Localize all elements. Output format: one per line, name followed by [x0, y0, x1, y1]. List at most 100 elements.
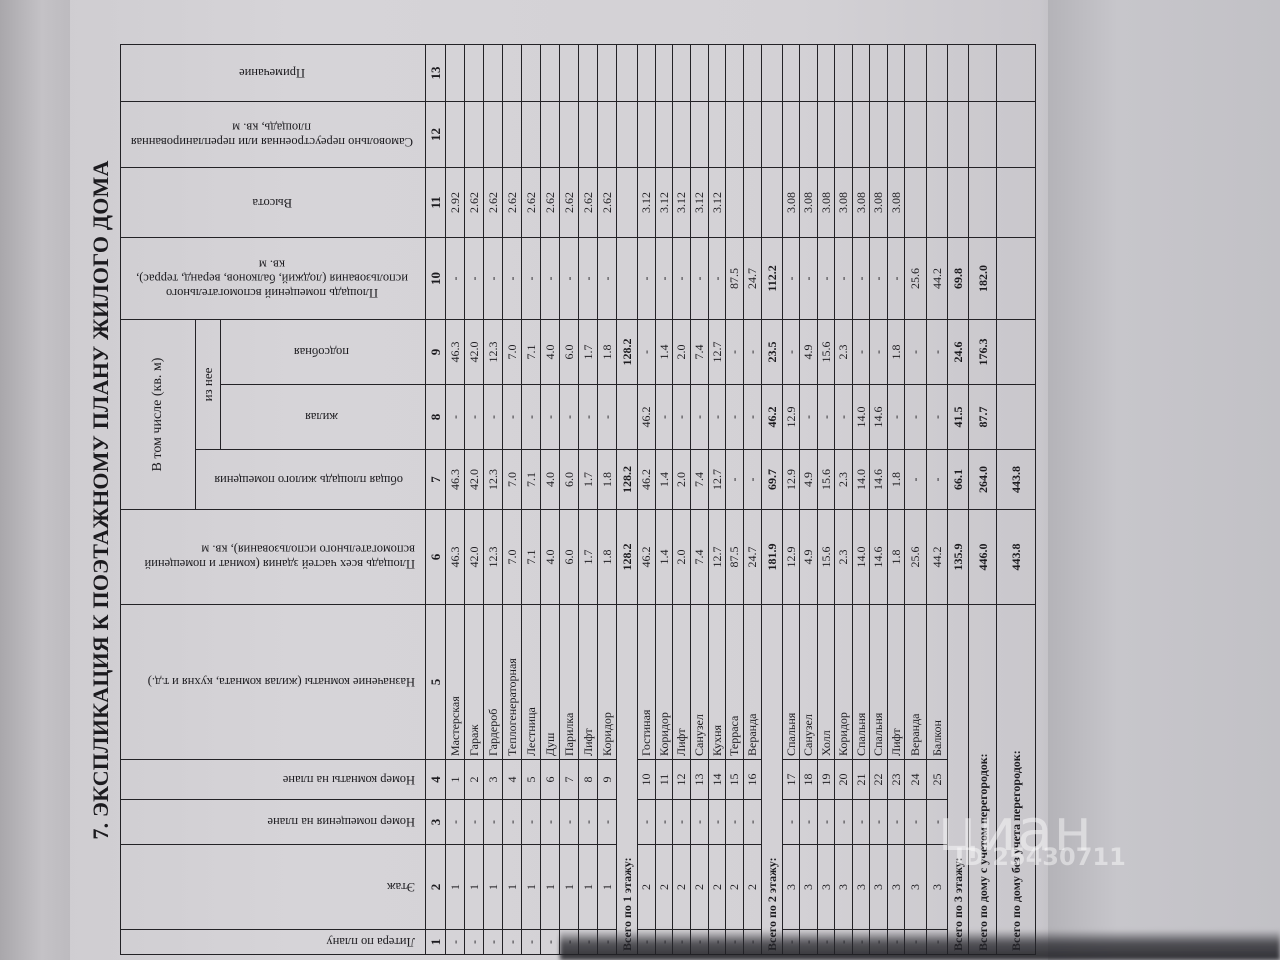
cell-col-4: 5: [521, 759, 541, 800]
cell-col-12: [655, 101, 673, 168]
cell-col-2: 2: [637, 844, 656, 930]
cell-col-8: -: [655, 384, 673, 450]
cell-col-2: 1: [521, 844, 541, 930]
cell-col-3: -: [655, 799, 673, 845]
cell-col-10: -: [445, 237, 465, 320]
cell-col-8: -: [817, 384, 835, 450]
cell-col-10: -: [708, 237, 726, 320]
cell-col-1: -: [483, 929, 503, 955]
cell-col-13: [725, 44, 744, 102]
cell-col-13: [559, 44, 579, 102]
cell-col-6: 25.6: [904, 509, 927, 605]
cell-col-13: [483, 44, 503, 102]
cell-col-5: Санузел: [799, 604, 818, 760]
column-number: 10: [425, 237, 446, 320]
cell-col-10: -: [483, 237, 503, 320]
cell-col-8: -: [597, 384, 617, 450]
cell-col-3: -: [725, 799, 744, 845]
cell-col-4: 9: [597, 759, 617, 800]
cell-col-8: -: [904, 384, 927, 450]
cell-col-10: 44.2: [926, 237, 948, 320]
cell-col-5: Мастерская: [445, 604, 465, 760]
cell-col-11: [743, 167, 762, 238]
cell-col-11: 3.08: [799, 167, 818, 238]
cell-col-9: 4.0: [540, 319, 560, 385]
column-number: 9: [425, 319, 446, 385]
cell-col-13: [637, 44, 656, 102]
cell-col-8: -: [834, 384, 853, 450]
total-cell-col-6: 181.9: [761, 509, 783, 605]
header-floor: Этаж: [120, 844, 426, 930]
header-auxiliary-area: Площадь помещений вспомогательного испол…: [120, 237, 426, 320]
cell-col-2: 1: [597, 844, 617, 930]
cell-col-8: -: [708, 384, 726, 450]
cell-col-3: -: [483, 799, 503, 845]
cell-col-10: -: [597, 237, 617, 320]
cell-col-3: -: [597, 799, 617, 845]
cell-col-10: -: [559, 237, 579, 320]
cell-col-10: -: [782, 237, 800, 320]
cell-col-8: -: [464, 384, 484, 450]
cell-col-12: [782, 101, 800, 168]
cell-col-9: 7.0: [502, 319, 522, 385]
cell-col-7: 1.7: [578, 449, 598, 510]
cell-col-5: Гостиная: [637, 604, 656, 760]
cell-col-6: 15.6: [817, 509, 835, 605]
column-number: 8: [425, 384, 446, 450]
cell-col-12: [597, 101, 617, 168]
total-cell-col-10: [616, 237, 638, 320]
cell-col-2: 3: [799, 844, 818, 930]
total-cell-col-11: [947, 167, 969, 238]
cell-col-6: 87.5: [725, 509, 744, 605]
cell-col-7: 14.6: [869, 449, 888, 510]
cell-col-2: 1: [559, 844, 579, 930]
cell-col-2: 3: [782, 844, 800, 930]
cell-col-9: 1.4: [655, 319, 673, 385]
cell-col-10: -: [540, 237, 560, 320]
total-cell-col-10: [996, 237, 1036, 320]
cell-col-11: [725, 167, 744, 238]
cell-col-13: [834, 44, 853, 102]
cell-col-10: -: [672, 237, 691, 320]
cell-col-6: 1.4: [655, 509, 673, 605]
cell-col-8: -: [743, 384, 762, 450]
total-cell-col-7: 128.2: [616, 449, 638, 510]
cell-col-4: 25: [926, 759, 948, 800]
cell-col-1: -: [540, 929, 560, 955]
cell-col-9: -: [904, 319, 927, 385]
header-unauthorized-area: Самовольно переустроенная или перепланир…: [120, 101, 426, 168]
total-row: Всего по 2 этажу: 181.9 69.7 46.2 23.5 112.2: [761, 44, 783, 955]
cell-col-4: 2: [464, 759, 484, 800]
cell-col-1: -: [502, 929, 522, 955]
cell-col-3: -: [852, 799, 870, 845]
cell-col-10: -: [578, 237, 598, 320]
column-number-row: 1 2 3 4 5 6 7 8 9 10 11 12 13: [425, 44, 446, 955]
cell-col-5: Лифт: [887, 604, 905, 760]
cell-col-8: -: [887, 384, 905, 450]
cell-col-4: 17: [782, 759, 800, 800]
cell-col-11: 2.62: [597, 167, 617, 238]
cell-col-11: 3.08: [782, 167, 800, 238]
cell-col-5: Коридор: [655, 604, 673, 760]
total-cell-col-7: 69.7: [761, 449, 783, 510]
cell-col-4: 24: [904, 759, 927, 800]
cell-col-7: 46.3: [445, 449, 465, 510]
cell-col-11: [904, 167, 927, 238]
cell-col-10: -: [502, 237, 522, 320]
total-cell-col-9: 23.5: [761, 319, 783, 385]
cell-col-7: 4.0: [540, 449, 560, 510]
total-cell-col-12: [947, 101, 969, 168]
cell-col-8: -: [559, 384, 579, 450]
cell-col-8: -: [540, 384, 560, 450]
cell-col-13: [540, 44, 560, 102]
cell-col-9: 1.8: [887, 319, 905, 385]
cell-col-5: Коридор: [834, 604, 853, 760]
total-label: Всего по 1 этажу:: [616, 604, 638, 955]
cell-col-2: 3: [869, 844, 888, 930]
total-cell-col-11: [616, 167, 638, 238]
cell-col-11: 3.08: [887, 167, 905, 238]
